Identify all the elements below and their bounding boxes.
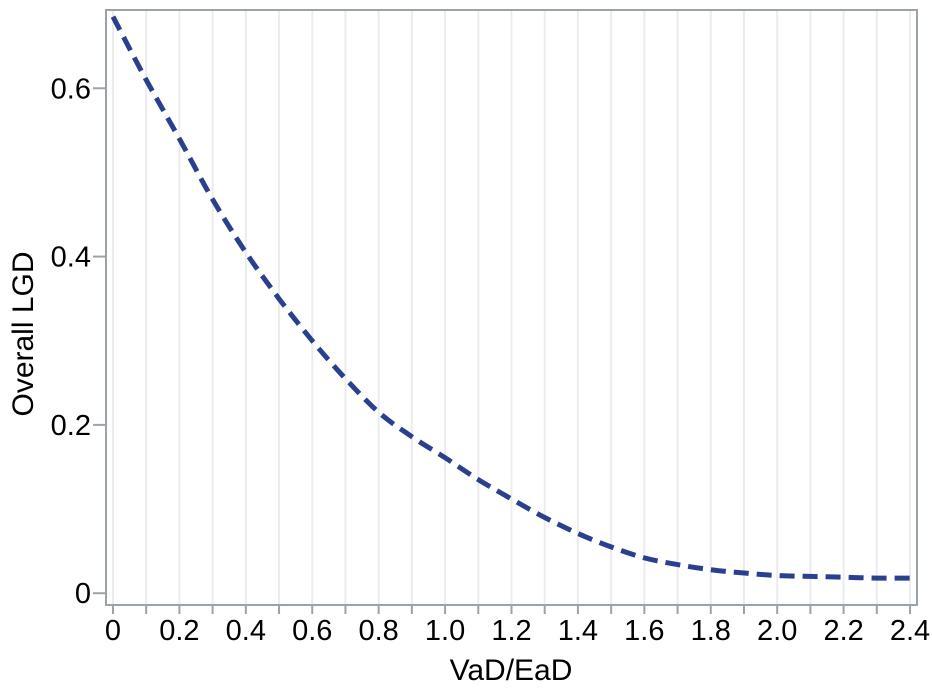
gridlines: [111, 11, 912, 604]
x-tick-label: 0.4: [226, 615, 266, 647]
x-tick-label: 2.0: [757, 615, 797, 647]
x-tick-label: 0.8: [358, 615, 398, 647]
y-tick-label: 0: [75, 578, 91, 610]
lgd-curve: [110, 15, 911, 581]
x-axis-ticks: [111, 605, 912, 614]
y-axis-ticks: [93, 87, 106, 595]
x-tick-label: 1.4: [558, 615, 598, 647]
x-axis-tick-labels: 0 0.2 0.4 0.6 0.8 1.0 1.2 1.4 1.6 1.8 2.0 2.2 2.4: [105, 615, 930, 647]
x-axis-title: VaD/EaD: [450, 654, 573, 687]
x-tick-label: 1.8: [691, 615, 731, 647]
x-tick-label: 0.6: [292, 615, 332, 647]
y-axis-tick-labels: 0 0.2 0.4 0.6: [51, 73, 91, 610]
x-tick-label: 1.2: [491, 615, 531, 647]
x-tick-label: 2.4: [890, 615, 930, 647]
x-tick-label: 0: [105, 615, 121, 647]
x-tick-label: 1.6: [624, 615, 664, 647]
y-tick-label: 0.2: [51, 410, 91, 442]
x-tick-label: 1.0: [425, 615, 465, 647]
y-axis-title: Overall LGD: [7, 251, 40, 416]
x-tick-label: 0.2: [159, 615, 199, 647]
x-tick-label: 2.2: [823, 615, 863, 647]
y-tick-label: 0.6: [51, 73, 91, 105]
y-tick-label: 0.4: [51, 242, 91, 274]
